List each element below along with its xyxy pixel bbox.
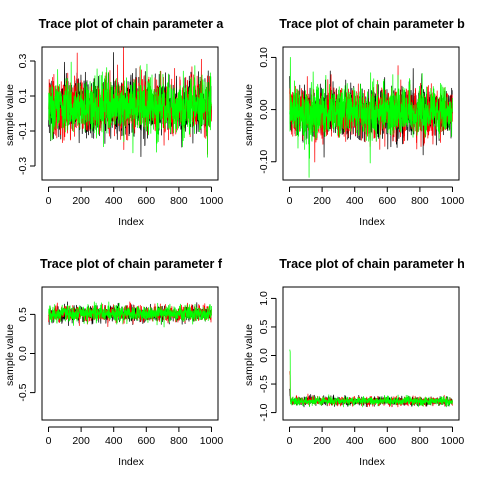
panel-h-x-tick-label: 200 bbox=[313, 435, 331, 447]
panel-h-y-tick-label: -0.5 bbox=[258, 375, 270, 393]
panel-b-x-tick-label: 0 bbox=[287, 195, 293, 207]
panel-b-frame bbox=[282, 46, 460, 181]
panel-b-x-tick-label: 1000 bbox=[441, 195, 465, 207]
panel-f-x-tick-label: 600 bbox=[138, 435, 156, 447]
panel-a-plot-area: 0 200 400 600 800 1000 -0.3 -0.1 0.1 0.3 bbox=[17, 46, 224, 207]
panel-h-frame bbox=[282, 286, 460, 421]
panel-h-x-tick-label: 600 bbox=[379, 435, 397, 447]
panel-a-frame bbox=[41, 46, 219, 181]
panel-h-plot-area: 0 200 400 600 800 1000 -1.0 -0.5 0.0 0.5 1.0 bbox=[258, 286, 465, 447]
panel-f-y-tick-label: 0.0 bbox=[17, 346, 29, 361]
panel-f-title: Trace plot of chain parameter f bbox=[40, 257, 223, 271]
panel-b-x-tick-label: 200 bbox=[313, 195, 331, 207]
panel-a-y-tick-label: 0.3 bbox=[17, 54, 29, 69]
panel-h-x-tick-label: 1000 bbox=[441, 435, 465, 447]
panel-b-traces bbox=[289, 57, 453, 178]
panel-b-title: Trace plot of chain parameter b bbox=[279, 17, 465, 31]
panel-h-y-tick-label: -1.0 bbox=[258, 403, 270, 421]
panel-a-x-tick-label: 600 bbox=[138, 195, 156, 207]
panel-f-trace-green bbox=[48, 301, 212, 328]
panel-a-x-tick-label: 200 bbox=[72, 195, 90, 207]
panel-a-y-tick-label: -0.1 bbox=[17, 122, 29, 140]
panel-f-x-tick-label: 0 bbox=[46, 435, 52, 447]
panel-a-title: Trace plot of chain parameter a bbox=[39, 17, 225, 31]
panel-b-y-tick-label: 0.10 bbox=[258, 47, 270, 68]
panel-a-x-tick-label: 400 bbox=[105, 195, 123, 207]
panel-h-title: Trace plot of chain parameter h bbox=[279, 257, 464, 271]
panel-h-trace-green bbox=[289, 349, 453, 408]
panel-h-xlabel: Index bbox=[359, 456, 385, 468]
panel-f-frame bbox=[41, 286, 219, 421]
panel-h-x-tick-label: 800 bbox=[411, 435, 429, 447]
panel-h-y-tick-label: 0.0 bbox=[258, 348, 270, 363]
panel-f-x-tick-label: 800 bbox=[170, 435, 188, 447]
panel-b-xlabel: Index bbox=[359, 216, 385, 228]
panel-h-y-tick-label: 0.5 bbox=[258, 320, 270, 335]
panel-h-y-tick-label: 1.0 bbox=[258, 291, 270, 306]
panel-a-x-tick-label: 0 bbox=[46, 195, 52, 207]
panel-parameter-b: Trace plot of chain parameter b Index sa… bbox=[243, 17, 465, 228]
panel-h-x-tick-label: 0 bbox=[287, 435, 293, 447]
panel-h-x-tick-label: 400 bbox=[346, 435, 364, 447]
panel-f-x-tick-label: 400 bbox=[105, 435, 123, 447]
panel-f-x-tick-label: 1000 bbox=[200, 435, 224, 447]
panel-a-ylabel: sample value bbox=[4, 84, 16, 146]
panel-b-trace-green bbox=[289, 57, 453, 178]
panel-h-traces bbox=[289, 349, 453, 408]
panel-b-plot-area: 0 200 400 600 800 1000 -0.10 0.00 0.10 bbox=[258, 46, 465, 207]
panel-a-xlabel: Index bbox=[118, 216, 144, 228]
panel-b-x-tick-label: 800 bbox=[411, 195, 429, 207]
panel-a-y-tick-label: 0.1 bbox=[17, 89, 29, 104]
panel-f-traces bbox=[48, 301, 212, 328]
panel-a-x-tick-label: 1000 bbox=[200, 195, 224, 207]
panel-parameter-a: Trace plot of chain parameter a Index sa… bbox=[4, 17, 224, 228]
panel-f-x-tick-label: 200 bbox=[72, 435, 90, 447]
panel-f-y-tick-label: -0.5 bbox=[17, 383, 29, 401]
panel-h-ylabel: sample value bbox=[243, 324, 255, 386]
panel-b-ylabel: sample value bbox=[243, 84, 255, 146]
panel-a-trace-green bbox=[48, 61, 212, 158]
panel-b-y-tick-label: -0.10 bbox=[258, 150, 270, 174]
panel-f-y-tick-label: 0.5 bbox=[17, 307, 29, 322]
panel-f-xlabel: Index bbox=[118, 456, 144, 468]
panel-a-x-tick-label: 800 bbox=[170, 195, 188, 207]
panel-parameter-h: Trace plot of chain parameter h Index sa… bbox=[243, 257, 465, 468]
panel-b-x-tick-label: 400 bbox=[346, 195, 364, 207]
panel-a-traces bbox=[48, 47, 212, 158]
panel-f-plot-area: 0 200 400 600 800 1000 -0.5 0.0 0.5 bbox=[17, 286, 224, 447]
panel-parameter-f: Trace plot of chain parameter f Index sa… bbox=[4, 257, 223, 468]
panel-f-ylabel: sample value bbox=[4, 324, 16, 386]
panel-b-x-tick-label: 600 bbox=[379, 195, 397, 207]
panel-b-y-tick-label: 0.00 bbox=[258, 99, 270, 120]
panel-a-y-tick-label: -0.3 bbox=[17, 157, 29, 175]
